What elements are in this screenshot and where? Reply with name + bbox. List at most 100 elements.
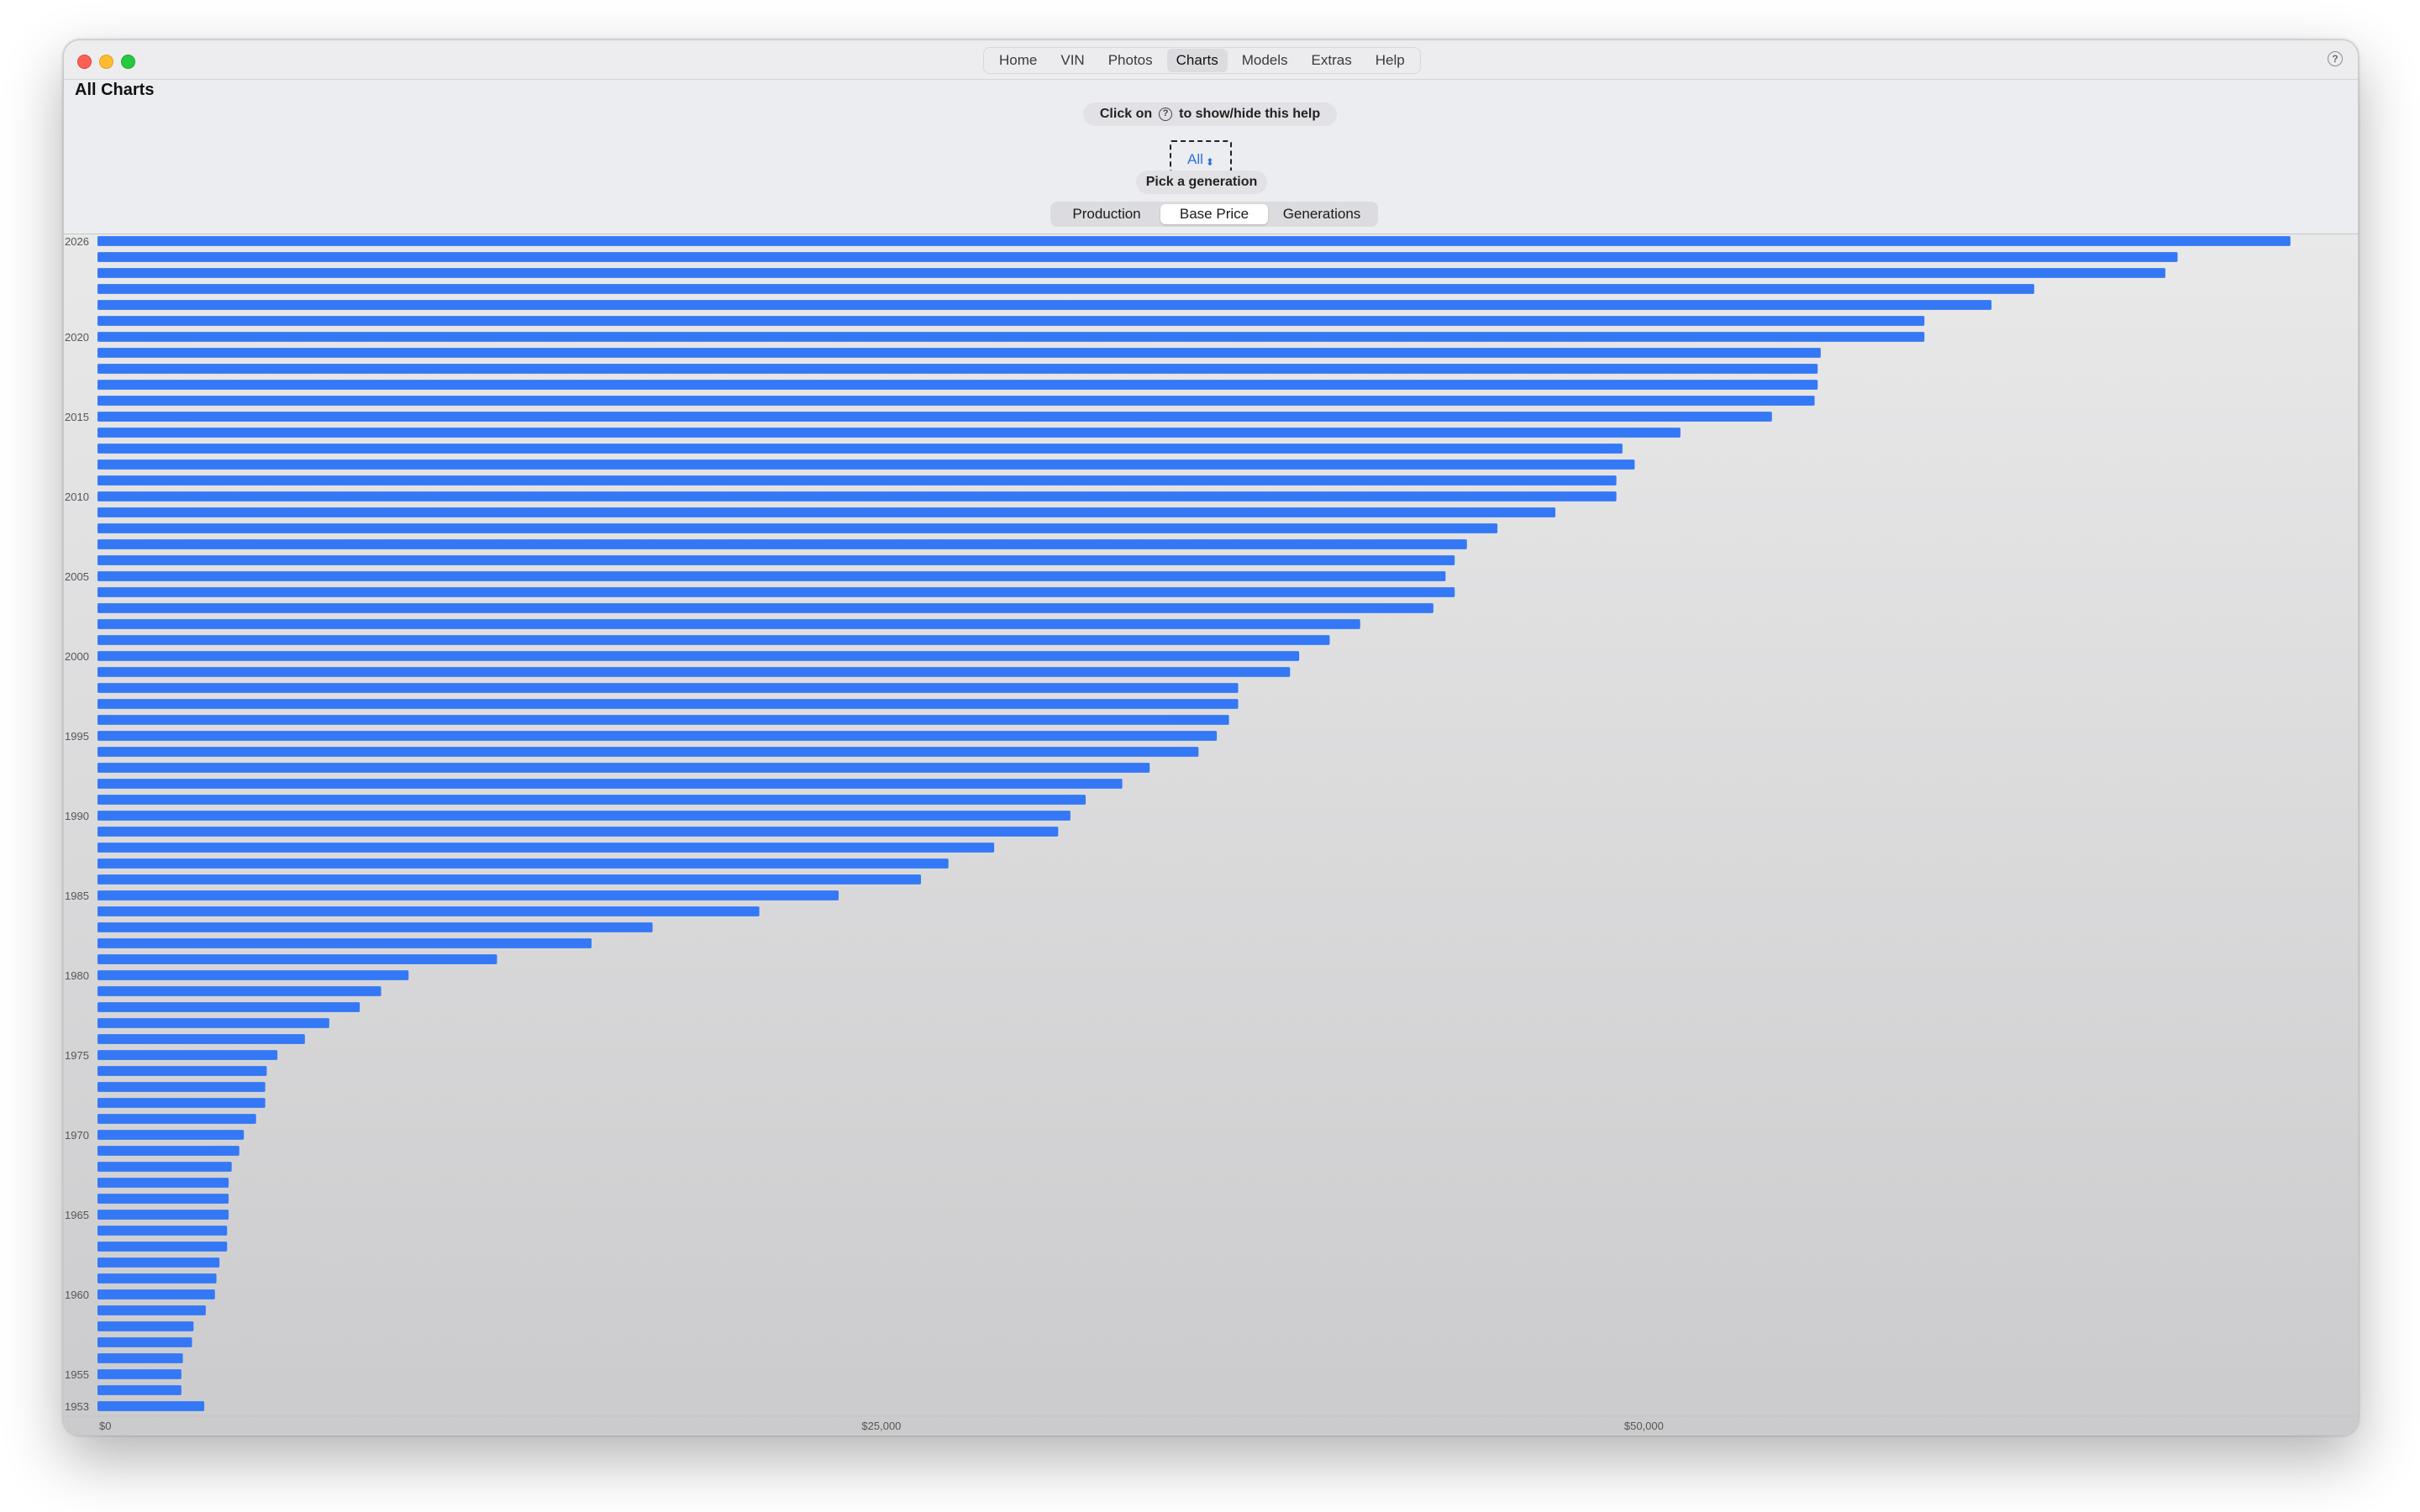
bar-2007[interactable] <box>97 539 1467 549</box>
bar-1954[interactable] <box>97 1385 182 1395</box>
generation-picker[interactable]: All ⬍ <box>1170 140 1232 172</box>
bar-1981[interactable] <box>97 954 497 964</box>
bar-1979[interactable] <box>97 986 381 996</box>
y-tick-label-1965: 1965 <box>65 1209 89 1221</box>
bar-1958[interactable] <box>97 1321 194 1331</box>
bar-1959[interactable] <box>97 1305 206 1315</box>
tab-charts[interactable]: Charts <box>1166 49 1228 72</box>
tab-vin[interactable]: VIN <box>1060 52 1085 68</box>
bar-2010[interactable] <box>97 491 1617 501</box>
bar-1995[interactable] <box>97 731 1218 741</box>
bar-1992[interactable] <box>97 779 1123 789</box>
x-tick-label: $25,000 <box>861 1420 901 1432</box>
bar-1985[interactable] <box>97 890 839 900</box>
bar-2003[interactable] <box>97 603 1434 613</box>
bar-1993[interactable] <box>97 763 1150 773</box>
y-tick-label-1980: 1980 <box>65 969 89 982</box>
bar-1998[interactable] <box>97 683 1239 693</box>
bar-1957[interactable] <box>97 1337 192 1347</box>
bar-1964[interactable] <box>97 1226 228 1236</box>
bar-1972[interactable] <box>97 1098 266 1108</box>
bar-1955[interactable] <box>97 1369 182 1379</box>
bar-2018[interactable] <box>97 364 1818 374</box>
segment-base-price[interactable]: Base Price <box>1160 204 1268 224</box>
bar-1983[interactable] <box>97 922 653 932</box>
bar-2023[interactable] <box>97 284 2034 294</box>
minimize-window-button[interactable] <box>99 55 113 69</box>
bar-1975[interactable] <box>97 1050 278 1060</box>
bar-1997[interactable] <box>97 699 1239 709</box>
bar-1989[interactable] <box>97 827 1059 837</box>
bar-2000[interactable] <box>97 651 1300 661</box>
bar-2021[interactable] <box>97 316 1925 326</box>
bar-1956[interactable] <box>97 1353 183 1363</box>
bar-1977[interactable] <box>97 1018 329 1028</box>
bar-1987[interactable] <box>97 858 949 869</box>
x-tick-label: $50,000 <box>1624 1420 1664 1432</box>
bar-2019[interactable] <box>97 348 1821 358</box>
bar-1962[interactable] <box>97 1257 220 1268</box>
bar-1965[interactable] <box>97 1210 229 1220</box>
bar-1996[interactable] <box>97 715 1229 725</box>
bar-1968[interactable] <box>97 1162 232 1172</box>
segment-generations[interactable]: Generations <box>1282 206 1361 222</box>
bar-1970[interactable] <box>97 1130 245 1140</box>
bar-1967[interactable] <box>97 1178 229 1188</box>
bar-1982[interactable] <box>97 938 592 948</box>
bar-2004[interactable] <box>97 587 1455 597</box>
bar-1966[interactable] <box>97 1194 229 1204</box>
bar-1960[interactable] <box>97 1289 215 1299</box>
bar-2020[interactable] <box>97 332 1925 342</box>
bar-1976[interactable] <box>97 1034 305 1044</box>
bar-1988[interactable] <box>97 843 995 853</box>
bar-2008[interactable] <box>97 523 1498 533</box>
close-window-button[interactable] <box>77 55 92 69</box>
y-tick-label-1985: 1985 <box>65 890 89 902</box>
bar-2015[interactable] <box>97 412 1772 422</box>
bar-1953[interactable] <box>97 1401 205 1411</box>
bar-2001[interactable] <box>97 635 1330 645</box>
bar-2002[interactable] <box>97 619 1360 629</box>
bar-1971[interactable] <box>97 1114 256 1124</box>
bar-2012[interactable] <box>97 459 1635 470</box>
y-tick-label-2020: 2020 <box>65 331 89 344</box>
x-tick-label: $0 <box>99 1420 111 1432</box>
y-tick-label-1970: 1970 <box>65 1129 89 1142</box>
bar-2011[interactable] <box>97 475 1617 486</box>
bar-2014[interactable] <box>97 428 1681 438</box>
bar-2017[interactable] <box>97 380 1818 390</box>
bar-1984[interactable] <box>97 906 760 916</box>
bar-1980[interactable] <box>97 970 409 980</box>
tab-help[interactable]: Help <box>1375 52 1405 68</box>
segment-production[interactable]: Production <box>1072 206 1141 222</box>
y-tick-label-2005: 2005 <box>65 570 89 583</box>
main-nav-tabs: Home VIN Photos Charts Models Extras Hel… <box>983 47 1421 74</box>
bar-2009[interactable] <box>97 507 1556 517</box>
bar-1961[interactable] <box>97 1273 217 1284</box>
bar-2026[interactable] <box>97 236 2291 246</box>
tab-home[interactable]: Home <box>999 52 1038 68</box>
tab-models[interactable]: Models <box>1241 52 1288 68</box>
bar-1973[interactable] <box>97 1082 266 1092</box>
bar-1974[interactable] <box>97 1066 267 1076</box>
bar-2006[interactable] <box>97 555 1455 565</box>
bar-2005[interactable] <box>97 571 1446 581</box>
bar-2013[interactable] <box>97 444 1623 454</box>
zoom-window-button[interactable] <box>121 55 135 69</box>
bar-1991[interactable] <box>97 795 1086 805</box>
bar-2022[interactable] <box>97 300 1992 310</box>
tab-extras[interactable]: Extras <box>1311 52 1352 68</box>
bar-1990[interactable] <box>97 811 1071 821</box>
bar-1978[interactable] <box>97 1002 360 1012</box>
bar-1963[interactable] <box>97 1242 228 1252</box>
bar-2016[interactable] <box>97 396 1815 406</box>
bar-1994[interactable] <box>97 747 1199 757</box>
bar-1969[interactable] <box>97 1146 239 1156</box>
bar-2024[interactable] <box>97 268 2165 278</box>
tab-photos[interactable]: Photos <box>1107 52 1153 68</box>
bar-1999[interactable] <box>97 667 1291 677</box>
help-banner-suffix: to show/hide this help <box>1179 107 1321 121</box>
bar-2025[interactable] <box>97 252 2178 262</box>
bar-1986[interactable] <box>97 874 922 885</box>
help-toggle-icon[interactable]: ? <box>2328 51 2343 66</box>
